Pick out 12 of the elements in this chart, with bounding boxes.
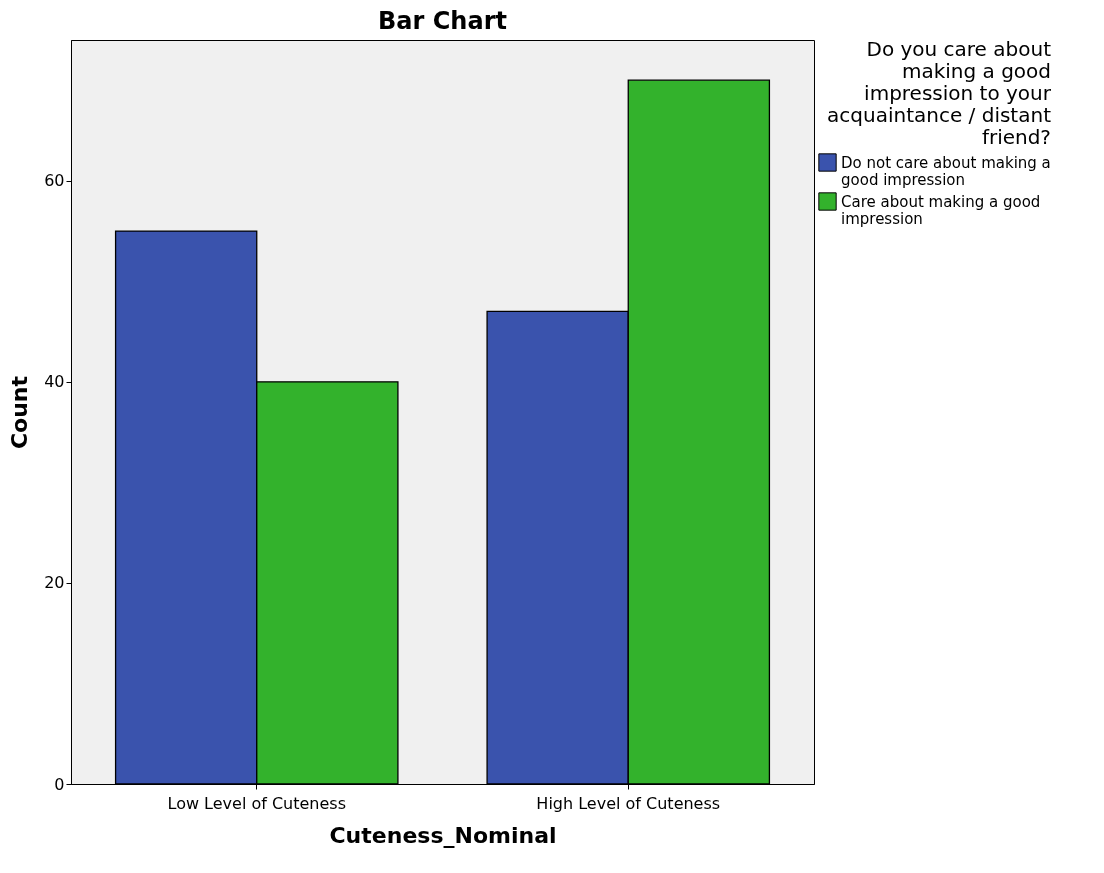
legend-label: Do not care about making a good impression bbox=[841, 153, 1051, 189]
x-axis-title: Cuteness_Nominal bbox=[329, 822, 557, 848]
y-tick-label: 0 bbox=[54, 774, 65, 794]
chart-title: Bar Chart bbox=[378, 7, 507, 35]
legend-title: Do you care about making a good impression to your acquaintance / distant friend? bbox=[827, 37, 1052, 149]
y-axis-title: Count bbox=[7, 375, 33, 450]
x-tick-label: Low Level of Cuteness bbox=[167, 793, 347, 813]
legend-label: Care about making a good impression bbox=[841, 192, 1041, 228]
y-tick-label: 60 bbox=[44, 171, 65, 191]
y-tick-label: 20 bbox=[44, 573, 65, 593]
y-tick-label: 40 bbox=[44, 372, 65, 392]
x-tick-label: High Level of Cuteness bbox=[536, 793, 721, 813]
